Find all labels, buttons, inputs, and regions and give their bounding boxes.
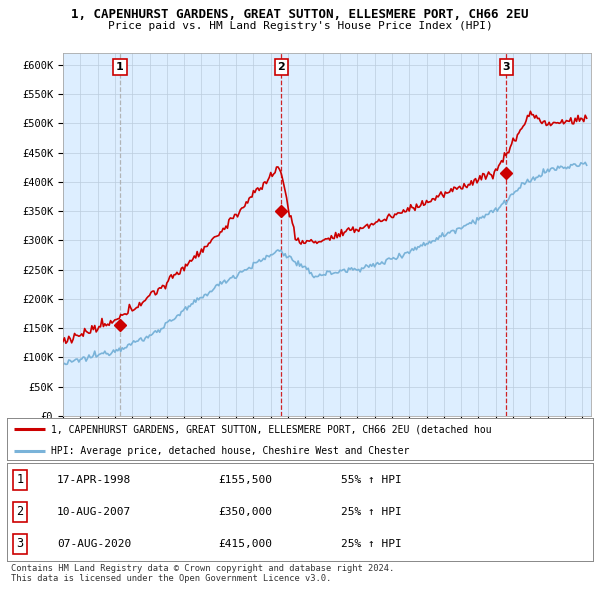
- Text: 25% ↑ HPI: 25% ↑ HPI: [341, 507, 402, 517]
- Text: 2: 2: [17, 505, 23, 519]
- Text: 17-APR-1998: 17-APR-1998: [57, 475, 131, 485]
- Text: HPI: Average price, detached house, Cheshire West and Chester: HPI: Average price, detached house, Ches…: [51, 446, 409, 456]
- Text: 2: 2: [277, 62, 285, 72]
- Text: 1: 1: [17, 473, 23, 486]
- Text: £155,500: £155,500: [218, 475, 272, 485]
- Text: 07-AUG-2020: 07-AUG-2020: [57, 539, 131, 549]
- Text: 3: 3: [502, 62, 510, 72]
- Text: Contains HM Land Registry data © Crown copyright and database right 2024.
This d: Contains HM Land Registry data © Crown c…: [11, 564, 394, 584]
- Text: 1, CAPENHURST GARDENS, GREAT SUTTON, ELLESMERE PORT, CH66 2EU (detached hou: 1, CAPENHURST GARDENS, GREAT SUTTON, ELL…: [51, 424, 492, 434]
- Text: 3: 3: [17, 537, 23, 550]
- Text: £415,000: £415,000: [218, 539, 272, 549]
- Text: 1: 1: [116, 62, 124, 72]
- Text: 55% ↑ HPI: 55% ↑ HPI: [341, 475, 402, 485]
- Text: 1, CAPENHURST GARDENS, GREAT SUTTON, ELLESMERE PORT, CH66 2EU: 1, CAPENHURST GARDENS, GREAT SUTTON, ELL…: [71, 8, 529, 21]
- Text: £350,000: £350,000: [218, 507, 272, 517]
- Text: Price paid vs. HM Land Registry's House Price Index (HPI): Price paid vs. HM Land Registry's House …: [107, 21, 493, 31]
- Text: 10-AUG-2007: 10-AUG-2007: [57, 507, 131, 517]
- Text: 25% ↑ HPI: 25% ↑ HPI: [341, 539, 402, 549]
